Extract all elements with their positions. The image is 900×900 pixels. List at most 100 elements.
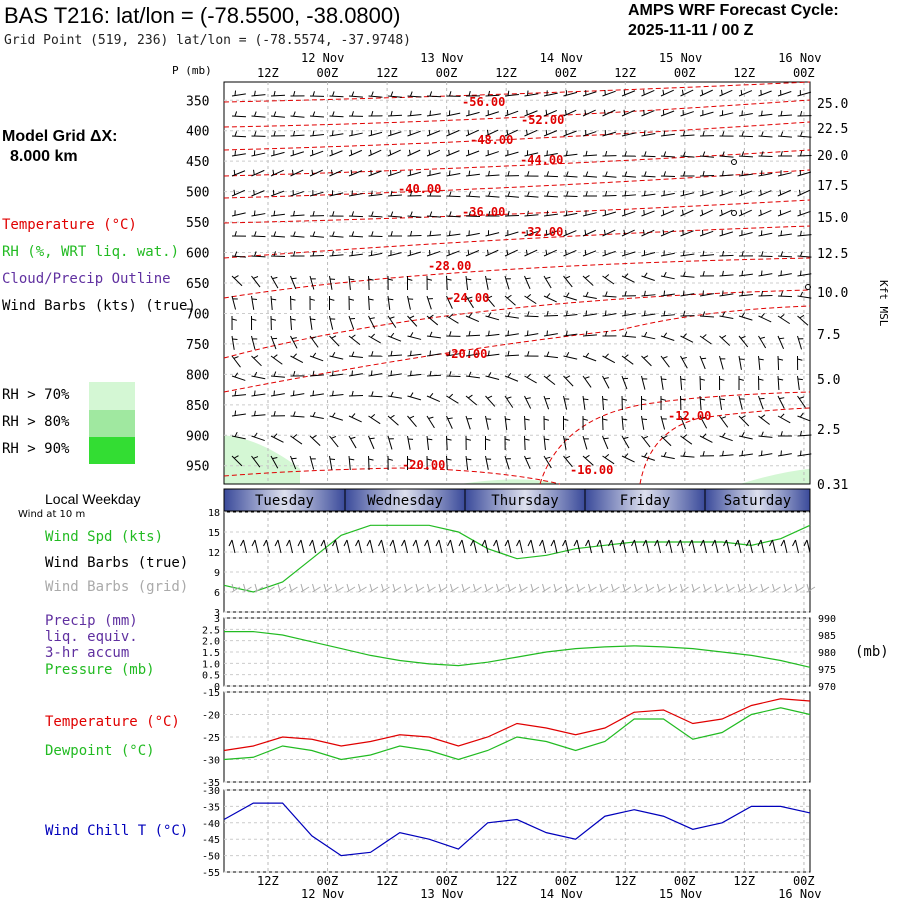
wind-barb-staff — [758, 415, 770, 425]
surface-wind-barb-staff — [392, 539, 397, 554]
surface-wind-barb-flag — [631, 539, 635, 547]
wind-barb — [231, 90, 246, 97]
wind-barb-staff — [407, 295, 411, 310]
grid-wind-barb-staff — [461, 586, 471, 593]
wind-barb — [368, 351, 383, 357]
wind-barb-staff — [368, 373, 383, 377]
wind-barb-staff — [777, 453, 792, 457]
wind-barb — [797, 189, 811, 197]
wind-barb-staff — [504, 151, 519, 157]
grid-wind-barb — [404, 583, 413, 593]
wind-barb-flag — [504, 438, 510, 441]
wind-barb — [504, 109, 519, 117]
wind-barb-staff — [290, 315, 293, 330]
grid-wind-barb-staff — [588, 586, 597, 593]
height-axis-label: Kft MSL — [877, 280, 890, 327]
wind-barb-staff — [738, 135, 754, 138]
wind-barb-staff — [348, 149, 363, 157]
wind-barb-flag — [719, 398, 725, 401]
wind-barb — [426, 435, 433, 450]
grid-wind-barb-staff — [519, 586, 528, 593]
wind-barb-flag — [234, 231, 237, 237]
wind-barb — [524, 293, 537, 305]
wind-barb-flag — [800, 251, 803, 257]
wind-barb — [387, 250, 402, 257]
wind-barb-flag — [721, 170, 724, 176]
surface-wind-barb-flag — [665, 539, 670, 547]
wind-barb — [719, 355, 726, 370]
wind-barb-flag — [488, 191, 491, 197]
wind-barb-flag — [312, 210, 315, 217]
wind-barb — [407, 230, 422, 237]
wind-barb-staff — [777, 189, 791, 197]
temp2-legend: Temperature (°C) — [45, 714, 180, 730]
bottom-time-tick: 12Z — [733, 874, 755, 888]
wind-barb — [543, 455, 552, 469]
wind-barb — [465, 110, 480, 117]
wind-barb — [270, 315, 277, 331]
wind-barb — [524, 150, 539, 157]
wind-barb-staff — [407, 234, 422, 237]
wind-barb-flag — [761, 290, 764, 296]
wind-barb — [641, 375, 648, 390]
wind-barb-staff — [699, 435, 713, 443]
wind-barb-staff — [504, 249, 518, 257]
wind-barb-flag — [234, 150, 237, 156]
wind-barb-flag — [565, 150, 568, 156]
value-tick: -20 — [202, 711, 220, 722]
wind-barb-staff — [582, 131, 597, 137]
wind-barb-flag — [741, 431, 745, 437]
wind-barb-staff — [387, 194, 402, 197]
grid-wind-barb — [542, 583, 551, 593]
wind-barb-flag — [370, 333, 376, 338]
wind-barb-flag — [389, 316, 395, 319]
surface-wind-barb-flag — [550, 539, 555, 547]
wind-barb-flag — [758, 358, 764, 361]
grid-wind-barb-flag — [657, 583, 660, 592]
wind-barb — [797, 335, 804, 350]
wind-barb-flag — [350, 436, 356, 440]
bottom-date-label: 16 Nov — [778, 887, 821, 900]
wind-barb-flag — [487, 395, 493, 399]
wind-barb-flag — [624, 453, 629, 458]
surface-wind-barb-staff — [323, 539, 328, 554]
wind-barb-flag — [702, 271, 705, 277]
wind-barb-flag — [448, 129, 450, 135]
wind-barb-flag — [468, 371, 472, 377]
wind-barb-flag — [331, 130, 334, 136]
bottom-time-tick: 12Z — [614, 874, 636, 888]
wind-barb-flag — [251, 298, 258, 301]
wind-barb — [426, 415, 435, 429]
wind-barb-staff — [563, 250, 577, 257]
wind-barb — [641, 209, 655, 217]
weekday-band — [465, 489, 585, 511]
wind-barb-staff — [543, 314, 559, 317]
wind-barb-staff — [329, 235, 344, 238]
wind-barb-staff — [641, 275, 655, 281]
wind-barb-staff — [660, 252, 675, 257]
cycle-label: AMPS WRF Forecast Cycle: — [628, 2, 839, 19]
surface-wind-barb — [677, 539, 684, 554]
wind-barb — [738, 131, 754, 138]
height-tick: 7.5 — [817, 328, 840, 343]
wind-barb-staff — [251, 255, 266, 258]
wind-barb-staff — [309, 169, 323, 177]
page-title: BAS T216: lat/lon = (-78.5500, -38.0800) — [4, 3, 401, 28]
top-time-tick: 00Z — [793, 66, 815, 80]
wind-barb-staff — [348, 315, 355, 330]
wind-barb — [582, 130, 597, 137]
surface-wind-barb — [447, 539, 454, 554]
wind-barb-staff — [719, 254, 734, 257]
wind-barb-staff — [485, 375, 500, 380]
wind-barb-flag — [642, 229, 645, 235]
wind-barb-staff — [602, 211, 617, 217]
grid-wind-barb-staff — [404, 586, 413, 593]
wind-barb — [348, 295, 355, 311]
surface-wind-barb — [435, 539, 443, 554]
surface-wind-barb — [631, 539, 638, 554]
wind-barb-flag — [507, 191, 511, 197]
wind-barb — [348, 275, 355, 290]
wind-barb-staff — [270, 295, 273, 310]
wind-barb — [660, 190, 675, 197]
wind-barb-staff — [290, 151, 304, 157]
